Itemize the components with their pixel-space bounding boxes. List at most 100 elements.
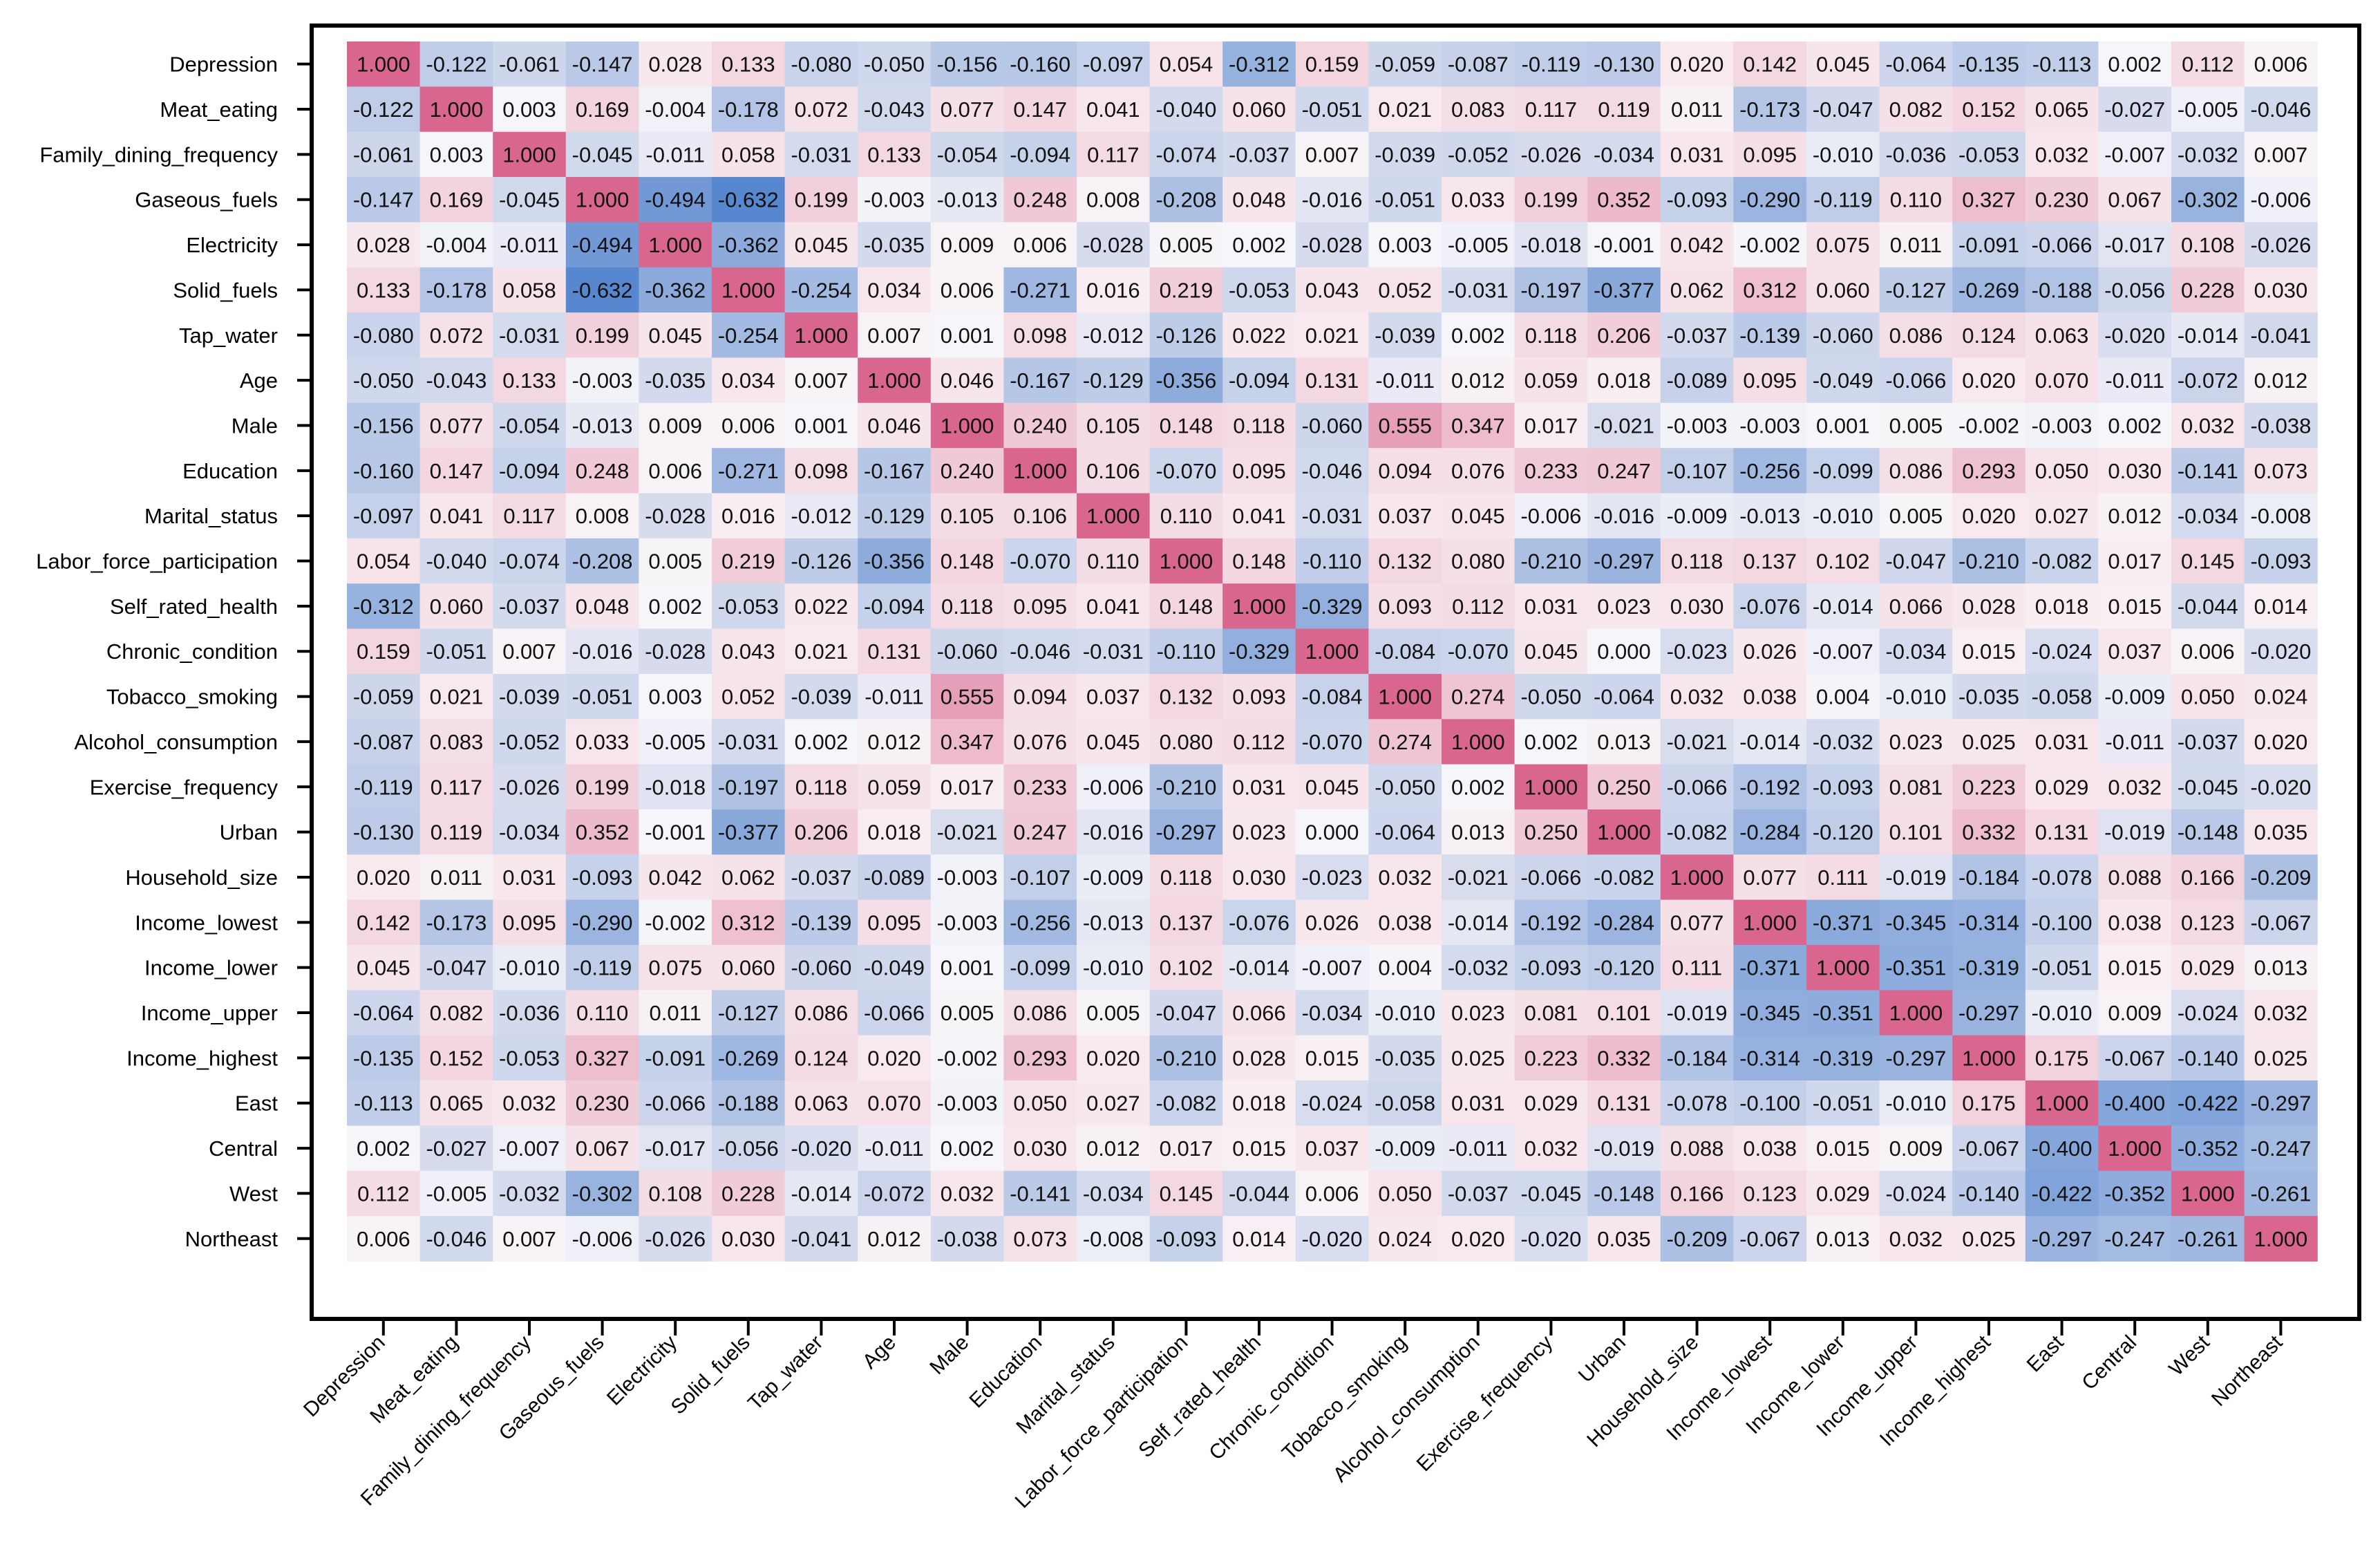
cell-value-label: 1.000 <box>1670 865 1724 890</box>
cell-value-label: -0.058 <box>1375 1091 1435 1116</box>
heatmap-cell <box>1806 1125 1880 1172</box>
heatmap-cell <box>1514 357 1588 404</box>
cell-value-label: -0.037 <box>1667 324 1728 348</box>
cell-value-label: 0.006 <box>357 1227 410 1251</box>
heatmap-cell <box>1660 222 1734 268</box>
cell-value-label: 0.206 <box>1597 324 1651 348</box>
cell-value-label: -0.494 <box>572 233 633 257</box>
heatmap-cell <box>1733 583 1807 630</box>
heatmap-cell <box>419 86 493 133</box>
heatmap-cell <box>1806 131 1880 178</box>
y-axis-labels: Depression Meat_eating Family_dining_frequ… <box>36 53 278 1251</box>
cell-value-label: -0.039 <box>791 685 851 709</box>
heatmap-cell <box>639 1080 712 1126</box>
cell-value-label: -0.001 <box>1594 233 1654 257</box>
cell-value-label: -0.007 <box>1813 639 1873 664</box>
cell-value-label: -0.494 <box>645 188 706 212</box>
cell-value-label: -0.031 <box>1083 639 1144 664</box>
cell-value-label: 1.000 <box>1232 594 1286 619</box>
heatmap-cell <box>2244 719 2318 765</box>
cell-value-label: 0.148 <box>941 550 994 574</box>
cell-value-label: 0.105 <box>941 504 994 528</box>
heatmap-cell <box>2244 764 2318 810</box>
heatmap-cell <box>347 673 421 720</box>
y-tick-label: Meat_eating <box>160 97 278 122</box>
heatmap-cell <box>2244 1035 2318 1081</box>
cell-value-label: -0.010 <box>499 956 560 980</box>
cell-value-label: 0.042 <box>648 865 702 890</box>
cell-value-label: 0.199 <box>576 775 630 799</box>
cell-value-label: -0.037 <box>2178 730 2238 754</box>
cell-value-label: 0.015 <box>2108 594 2162 619</box>
heatmap-cell <box>1368 764 1442 810</box>
cell-value-label: 0.011 <box>1890 233 1942 257</box>
heatmap-cell <box>2171 131 2245 178</box>
heatmap-cell <box>639 1170 712 1217</box>
heatmap-cell <box>347 628 421 675</box>
heatmap-cell <box>930 538 1004 584</box>
cell-value-label: 0.006 <box>1013 233 1067 257</box>
cell-value-label: -0.034 <box>2178 504 2238 528</box>
cell-value-label: 0.159 <box>1305 53 1359 77</box>
cell-value-label: -0.126 <box>1155 324 1216 348</box>
heatmap-cell <box>1514 1216 1588 1262</box>
cell-value-label: 0.037 <box>2108 639 2162 664</box>
heatmap-cell <box>1003 1216 1077 1262</box>
cell-value-label: 0.083 <box>430 730 484 754</box>
heatmap-cell <box>493 1080 567 1126</box>
heatmap-cell <box>1077 583 1151 630</box>
heatmap-cell <box>2171 990 2245 1036</box>
cell-value-label: 0.004 <box>1378 956 1432 980</box>
cell-value-label: 0.023 <box>1889 730 1943 754</box>
cell-value-label: 0.050 <box>1378 1181 1432 1206</box>
heatmap-cell <box>1514 628 1588 675</box>
heatmap-cell <box>1952 1080 2026 1126</box>
cell-value-label: 1.000 <box>721 278 775 302</box>
cell-value-label: 0.012 <box>1451 368 1505 393</box>
heatmap-cell <box>858 448 932 494</box>
cell-value-label: 0.112 <box>2182 53 2233 77</box>
cell-value-label: 0.118 <box>1160 865 1212 890</box>
heatmap-cell <box>493 1035 567 1081</box>
cell-value-label: -0.021 <box>1667 730 1728 754</box>
cell-value-label: -0.051 <box>1813 1091 1873 1116</box>
heatmap-cell <box>2244 628 2318 675</box>
heatmap-cell <box>419 945 493 991</box>
cell-value-label: -0.067 <box>1739 1227 1800 1251</box>
cell-value-label: 0.046 <box>867 413 921 438</box>
heatmap-cell <box>419 990 493 1036</box>
heatmap-cell <box>419 809 493 855</box>
y-tick-label: Income_lowest <box>135 910 278 935</box>
heatmap-cell <box>1003 764 1077 810</box>
cell-value-label: 0.228 <box>721 1181 775 1206</box>
heatmap-cell <box>712 1080 786 1126</box>
heatmap-cell <box>1733 764 1807 810</box>
cell-value-label: -0.038 <box>937 1227 998 1251</box>
cell-value-label: 0.065 <box>2035 97 2089 122</box>
heatmap-cell <box>712 402 786 449</box>
heatmap-cell <box>712 945 786 991</box>
cell-value-label: 0.012 <box>867 1227 921 1251</box>
cell-value-label: 0.031 <box>2035 730 2089 754</box>
cell-value-label: -0.009 <box>1667 504 1728 528</box>
heatmap-cell <box>1660 402 1734 449</box>
heatmap-cell <box>639 854 712 901</box>
cell-value-label: 0.011 <box>650 1001 701 1025</box>
cell-value-label: 0.102 <box>1816 550 1870 574</box>
cell-value-label: -0.005 <box>645 730 706 754</box>
heatmap-cell <box>2098 448 2172 494</box>
heatmap-cell <box>1077 86 1151 133</box>
heatmap-cell <box>1077 131 1151 178</box>
heatmap-cell <box>1660 267 1734 313</box>
heatmap-cell <box>1003 673 1077 720</box>
heatmap-cell <box>493 945 567 991</box>
cell-value-label: 0.118 <box>941 594 993 619</box>
cell-value-label: 0.032 <box>941 1181 994 1206</box>
heatmap-cell <box>1003 538 1077 584</box>
cell-value-label: 0.020 <box>1086 1046 1140 1070</box>
heatmap-cell <box>493 628 567 675</box>
heatmap-cell <box>493 809 567 855</box>
cell-value-label: -0.034 <box>1083 1181 1144 1206</box>
cell-value-label: 0.137 <box>1160 910 1213 935</box>
heatmap-cell <box>1222 854 1296 901</box>
